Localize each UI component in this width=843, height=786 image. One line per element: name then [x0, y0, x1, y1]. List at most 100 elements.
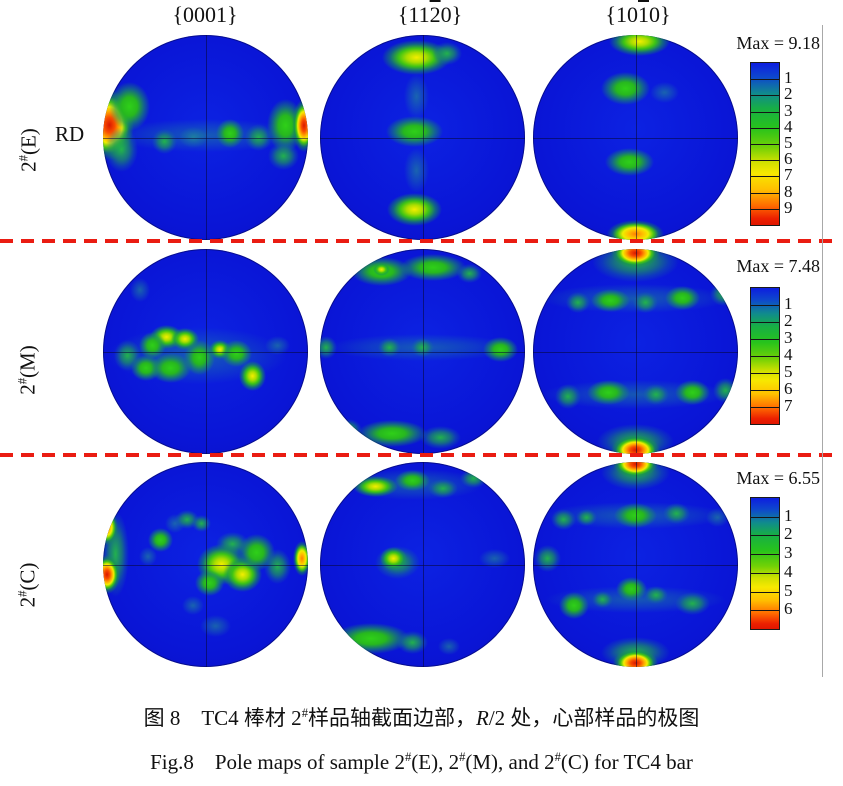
- column-header-1: {0001}: [172, 2, 237, 28]
- text-segment: 0}: [649, 2, 671, 27]
- colorbar-tick: [751, 192, 779, 194]
- colorbar-tick-label: 5: [784, 362, 793, 381]
- row-divider-dashed-line-1: [0, 239, 838, 243]
- text-segment: (M): [15, 345, 40, 378]
- colorbar-tick-label: 2: [784, 311, 793, 330]
- intensity-hotspot-bgreen: [558, 592, 590, 619]
- intensity-hotspot-faint: [437, 638, 461, 655]
- colorbar-tick-label: 4: [784, 116, 793, 136]
- intensity-hotspot-bgreen: [613, 503, 658, 528]
- intensity-hotspot-green: [633, 292, 659, 313]
- intensity-hotspot-bgreen: [616, 576, 647, 602]
- text-segment: 2: [16, 161, 41, 172]
- text-segment: /2 处，心部样品的极图: [488, 706, 700, 730]
- crosshair-vertical: [422, 462, 424, 667]
- intensity-hotspot-green: [554, 384, 582, 409]
- intensity-hotspot-bgreen: [604, 147, 654, 177]
- intensity-hotspot-green: [675, 592, 711, 615]
- text-segment: (M), and 2: [465, 750, 555, 774]
- colorbar-tick-label: 4: [784, 345, 793, 364]
- text-segment: (E), 2: [411, 750, 460, 774]
- text-segment: (E): [16, 128, 41, 156]
- colorbar-tick: [751, 305, 779, 306]
- colorbar-1: [750, 62, 780, 226]
- text-segment: 2: [15, 384, 40, 395]
- row-label-2: 2#(M): [16, 345, 41, 394]
- colorbar-tick: [751, 356, 779, 357]
- row-label-1: 2#(E): [17, 128, 42, 172]
- intensity-hotspot-green: [263, 549, 291, 584]
- intensity-hotspot-bgreen: [600, 71, 650, 105]
- intensity-hotspot-green: [396, 631, 428, 654]
- colorbar-2: [750, 287, 780, 425]
- intensity-hotspot-orange: [103, 510, 119, 546]
- crosshair-vertical: [635, 35, 637, 240]
- pole-figure-2C-col2: [320, 462, 525, 667]
- text-segment: #: [301, 706, 308, 720]
- intensity-hotspot-faint: [138, 547, 158, 566]
- pole-figure-2M-col2: [320, 249, 525, 454]
- intensity-hotspot-green: [565, 292, 591, 313]
- intensity-hotspot-faint: [129, 277, 151, 303]
- colorbar-tick: [751, 390, 779, 391]
- colorbar-tick-label: 1: [784, 68, 793, 88]
- intensity-hotspot-red: [612, 462, 659, 479]
- text-segment: #: [554, 750, 561, 764]
- intensity-hotspot-faint: [706, 508, 729, 527]
- colorbar-tick-label: 6: [784, 599, 793, 619]
- colorbar-tick: [751, 127, 779, 129]
- text-segment: {10: [605, 2, 638, 27]
- colorbar-tick-label: 9: [784, 197, 793, 217]
- intensity-hotspot-green: [457, 264, 482, 283]
- intensity-hotspot-green: [592, 591, 613, 608]
- colorbar-tick: [751, 407, 779, 408]
- intensity-hotspot-orange: [606, 219, 665, 240]
- intensity-hotspot-green: [105, 127, 138, 173]
- colorbar-tick-label: 5: [784, 133, 793, 152]
- crosshair-vertical: [205, 35, 207, 240]
- text-segment: (C): [15, 562, 40, 591]
- intensity-hotspot-bgreen: [587, 380, 631, 405]
- text-segment: #: [16, 155, 31, 162]
- text-segment: 样品轴截面边部，: [307, 706, 476, 730]
- colorbar-tick: [751, 373, 779, 374]
- colorbar-tick-label: 6: [784, 149, 793, 169]
- colorbar-tick: [751, 160, 779, 162]
- intensity-hotspot-yellow: [386, 192, 442, 226]
- crosshair-vertical: [205, 462, 207, 667]
- max-value-label-1: Max = 9.18: [736, 33, 820, 53]
- intensity-hotspot-bgreen: [109, 82, 151, 132]
- crosshair-vertical: [422, 249, 424, 454]
- intensity-hotspot-green: [152, 129, 177, 154]
- crosshair-vertical: [635, 462, 637, 667]
- colorbar-tick-label: 7: [784, 165, 793, 185]
- colorbar-tick-label: 3: [784, 543, 793, 563]
- intensity-hotspot-faint: [181, 596, 205, 615]
- colorbar-tick-label: 2: [784, 524, 793, 544]
- colorbar-tick: [751, 95, 779, 97]
- intensity-hotspot-yellow: [239, 360, 266, 392]
- intensity-hotspot-red: [291, 98, 308, 152]
- colorbar-tick: [751, 572, 779, 574]
- intensity-hotspot-green: [431, 42, 463, 65]
- colorbar-tick-label: 8: [784, 181, 793, 201]
- row-divider-dashed-line-2: [0, 453, 838, 457]
- intensity-hotspot-green: [534, 545, 561, 572]
- text-segment: Fig.8 Pole maps of sample 2: [150, 750, 405, 774]
- intensity-hotspot-red: [610, 249, 661, 269]
- column-header-2: {1120}: [398, 2, 462, 28]
- page-margin-line: [822, 25, 823, 677]
- colorbar-tick: [751, 516, 779, 518]
- colorbar-tick-label: 4: [784, 561, 793, 581]
- intensity-hotspot-bgreen: [215, 119, 245, 148]
- intensity-hotspot-green: [335, 419, 363, 440]
- pole-figure-2E-col1: [103, 35, 308, 240]
- intensity-hotspot-green: [427, 479, 459, 498]
- pole-figure-2C-col3: [533, 462, 738, 667]
- intensity-hotspot-green: [643, 586, 669, 605]
- text-segment: {11: [397, 2, 430, 27]
- intensity-hotspot-red: [610, 434, 661, 454]
- intensity-hotspot-bgreen: [591, 288, 631, 312]
- intensity-hotspot-faint: [200, 614, 232, 638]
- colorbar-tick: [751, 144, 779, 145]
